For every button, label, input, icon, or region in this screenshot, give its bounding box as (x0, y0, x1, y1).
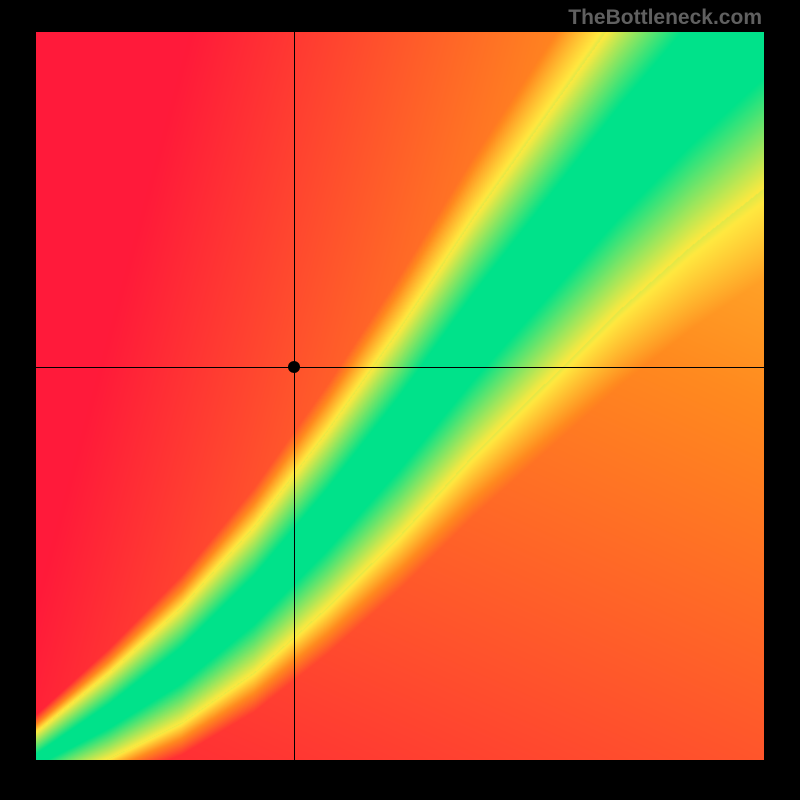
heatmap-canvas (36, 32, 764, 760)
chart-frame: TheBottleneck.com (0, 0, 800, 800)
watermark-text: TheBottleneck.com (568, 6, 762, 30)
